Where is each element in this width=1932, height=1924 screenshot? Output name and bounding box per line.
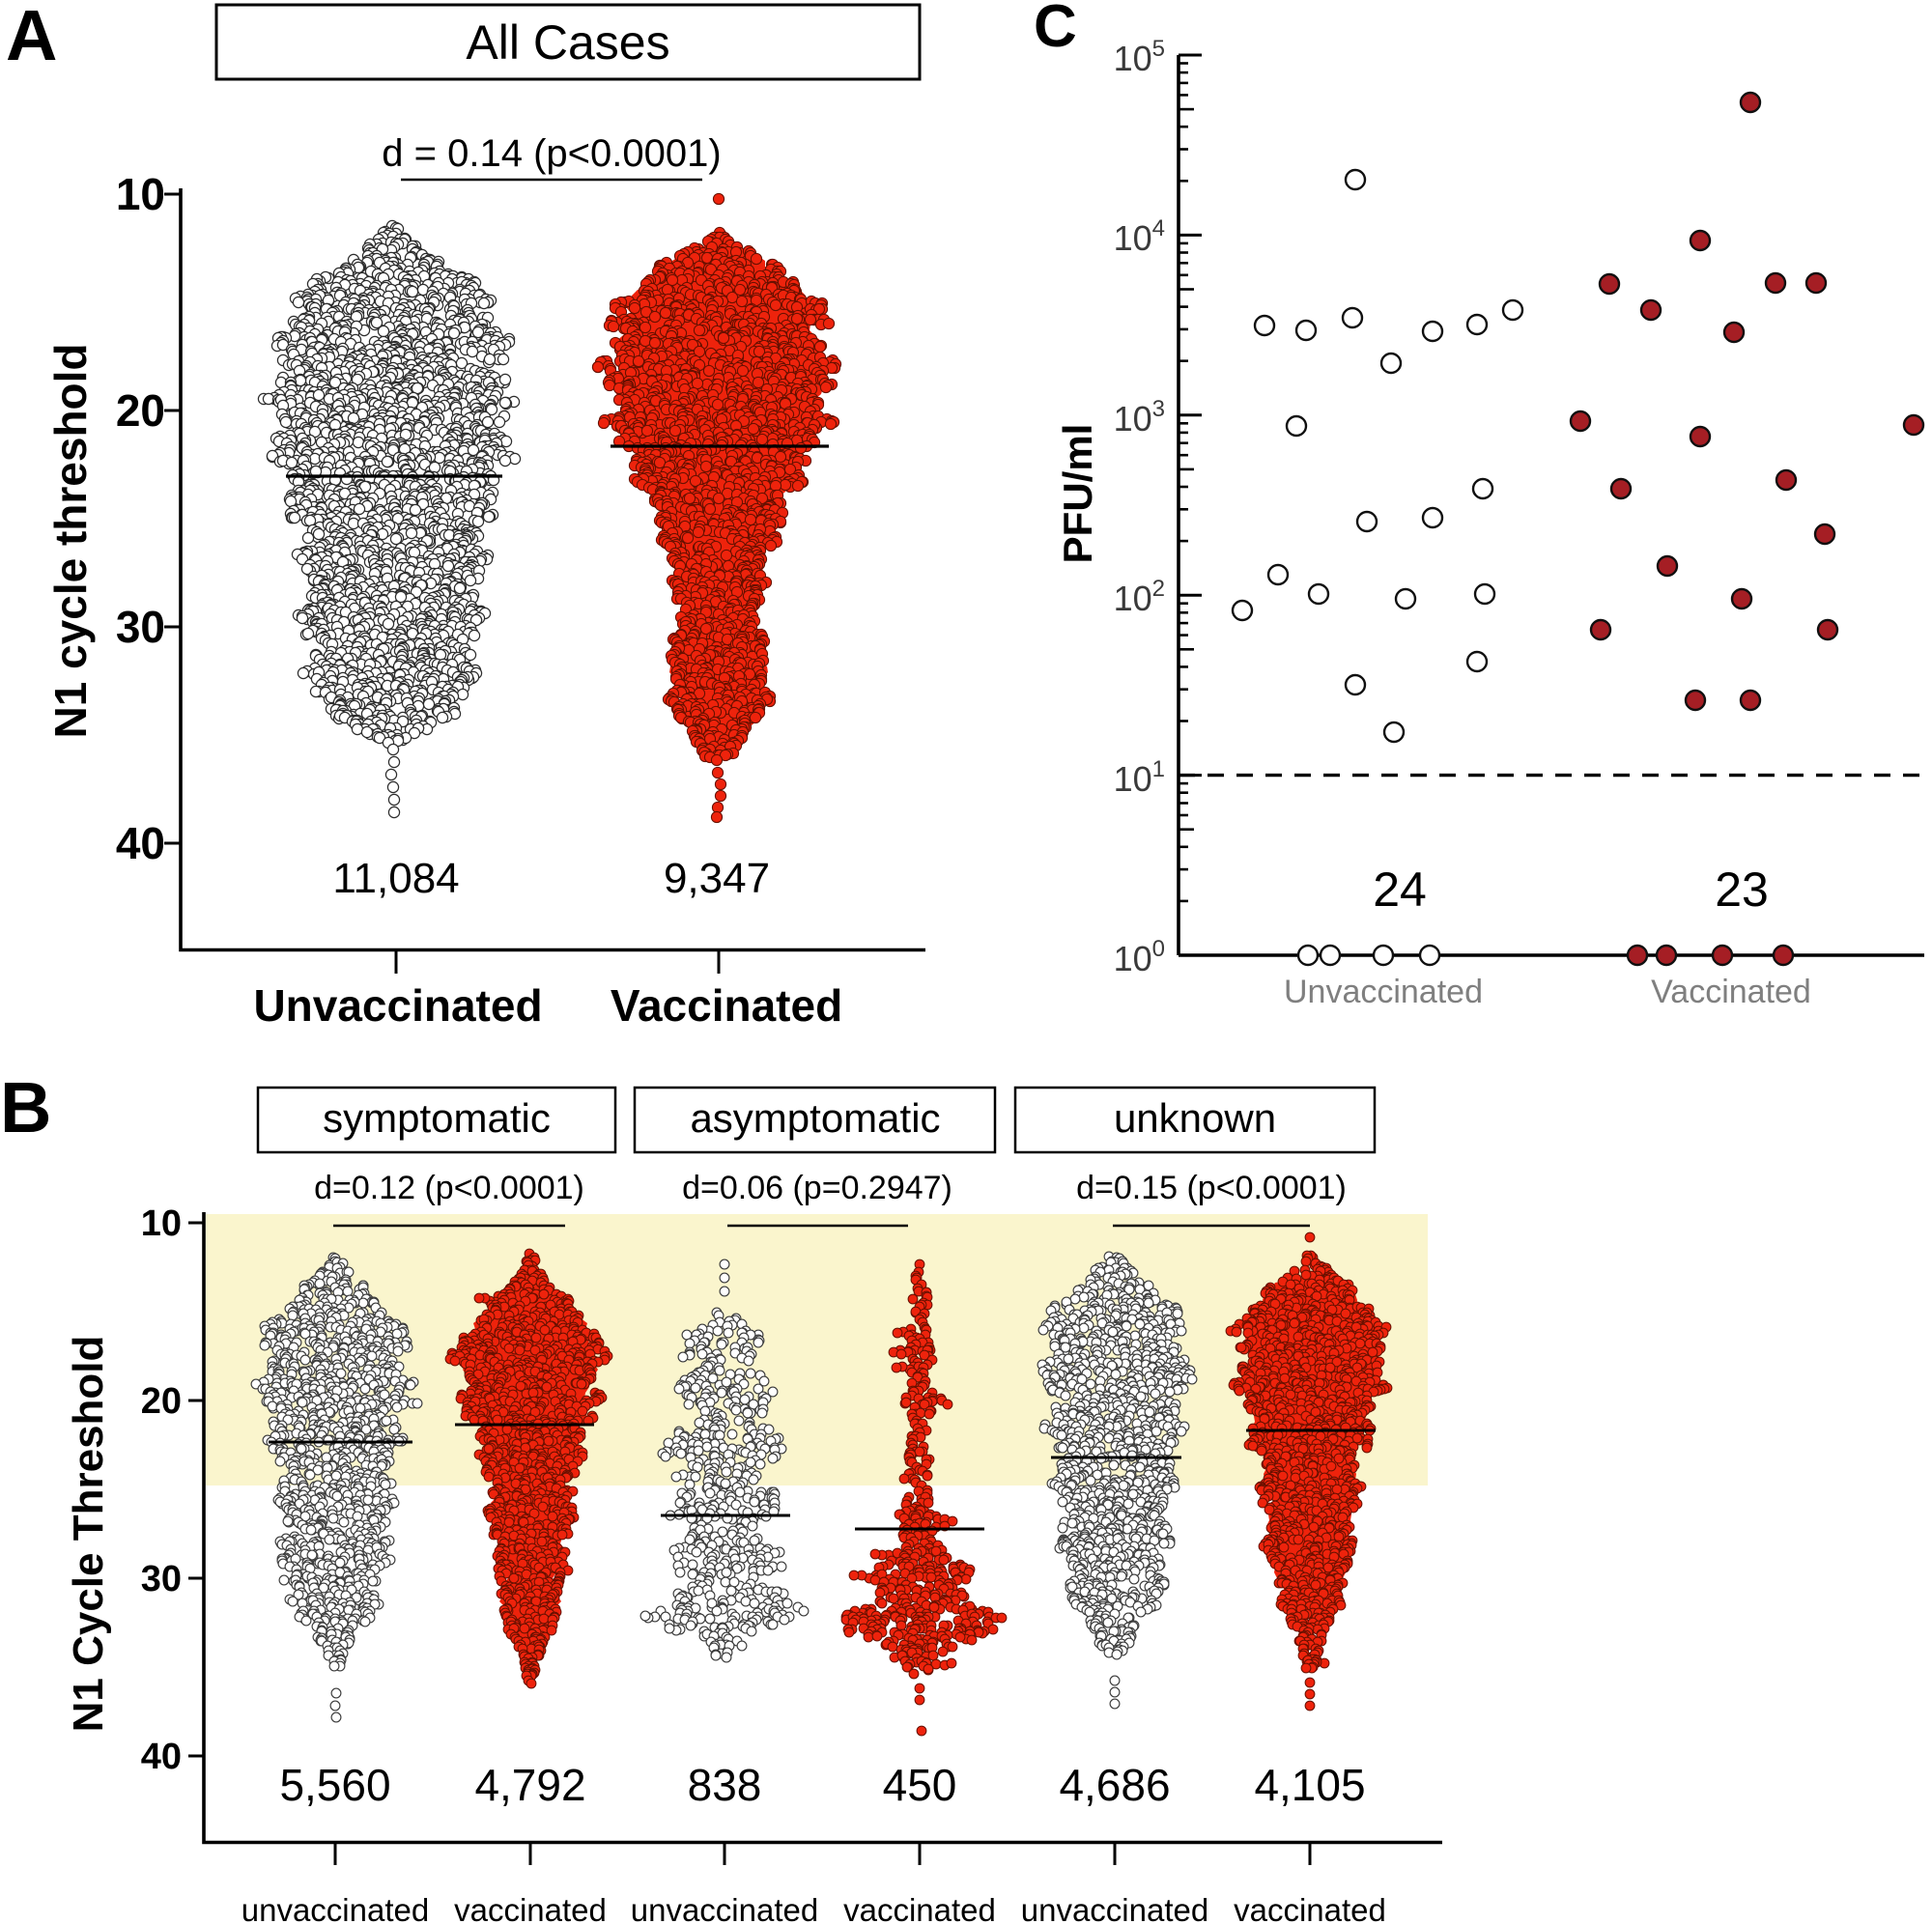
svg-text:d=0.06 (p=0.2947): d=0.06 (p=0.2947) xyxy=(682,1170,952,1206)
svg-text:asymptomatic: asymptomatic xyxy=(690,1095,940,1141)
svg-text:All Cases: All Cases xyxy=(466,15,669,70)
svg-text:PFU/ml: PFU/ml xyxy=(1055,424,1100,564)
svg-text:Vaccinated: Vaccinated xyxy=(1651,974,1811,1010)
svg-text:23: 23 xyxy=(1715,863,1769,917)
svg-text:d = 0.14 (p<0.0001): d = 0.14 (p<0.0001) xyxy=(382,132,721,175)
svg-text:9,347: 9,347 xyxy=(664,855,770,902)
svg-text:11,084: 11,084 xyxy=(332,855,459,902)
svg-text:symptomatic: symptomatic xyxy=(323,1095,551,1141)
svg-text:d=0.12 (p<0.0001): d=0.12 (p<0.0001) xyxy=(314,1170,584,1206)
svg-text:B: B xyxy=(0,1067,51,1147)
svg-text:Unvaccinated: Unvaccinated xyxy=(253,980,542,1031)
svg-text:Vaccinated: Vaccinated xyxy=(611,980,842,1031)
svg-text:d=0.15 (p<0.0001): d=0.15 (p<0.0001) xyxy=(1076,1170,1347,1206)
svg-text:C: C xyxy=(1034,0,1077,60)
svg-text:10: 10 xyxy=(116,169,165,219)
svg-text:24: 24 xyxy=(1373,863,1427,917)
svg-text:A: A xyxy=(6,0,57,75)
svg-text:20: 20 xyxy=(116,385,165,436)
svg-text:unknown: unknown xyxy=(1114,1095,1276,1141)
svg-text:40: 40 xyxy=(116,818,165,868)
svg-text:30: 30 xyxy=(116,602,165,652)
svg-text:Unvaccinated: Unvaccinated xyxy=(1284,974,1483,1010)
svg-text:N1 cycle threshold: N1 cycle threshold xyxy=(45,343,96,738)
